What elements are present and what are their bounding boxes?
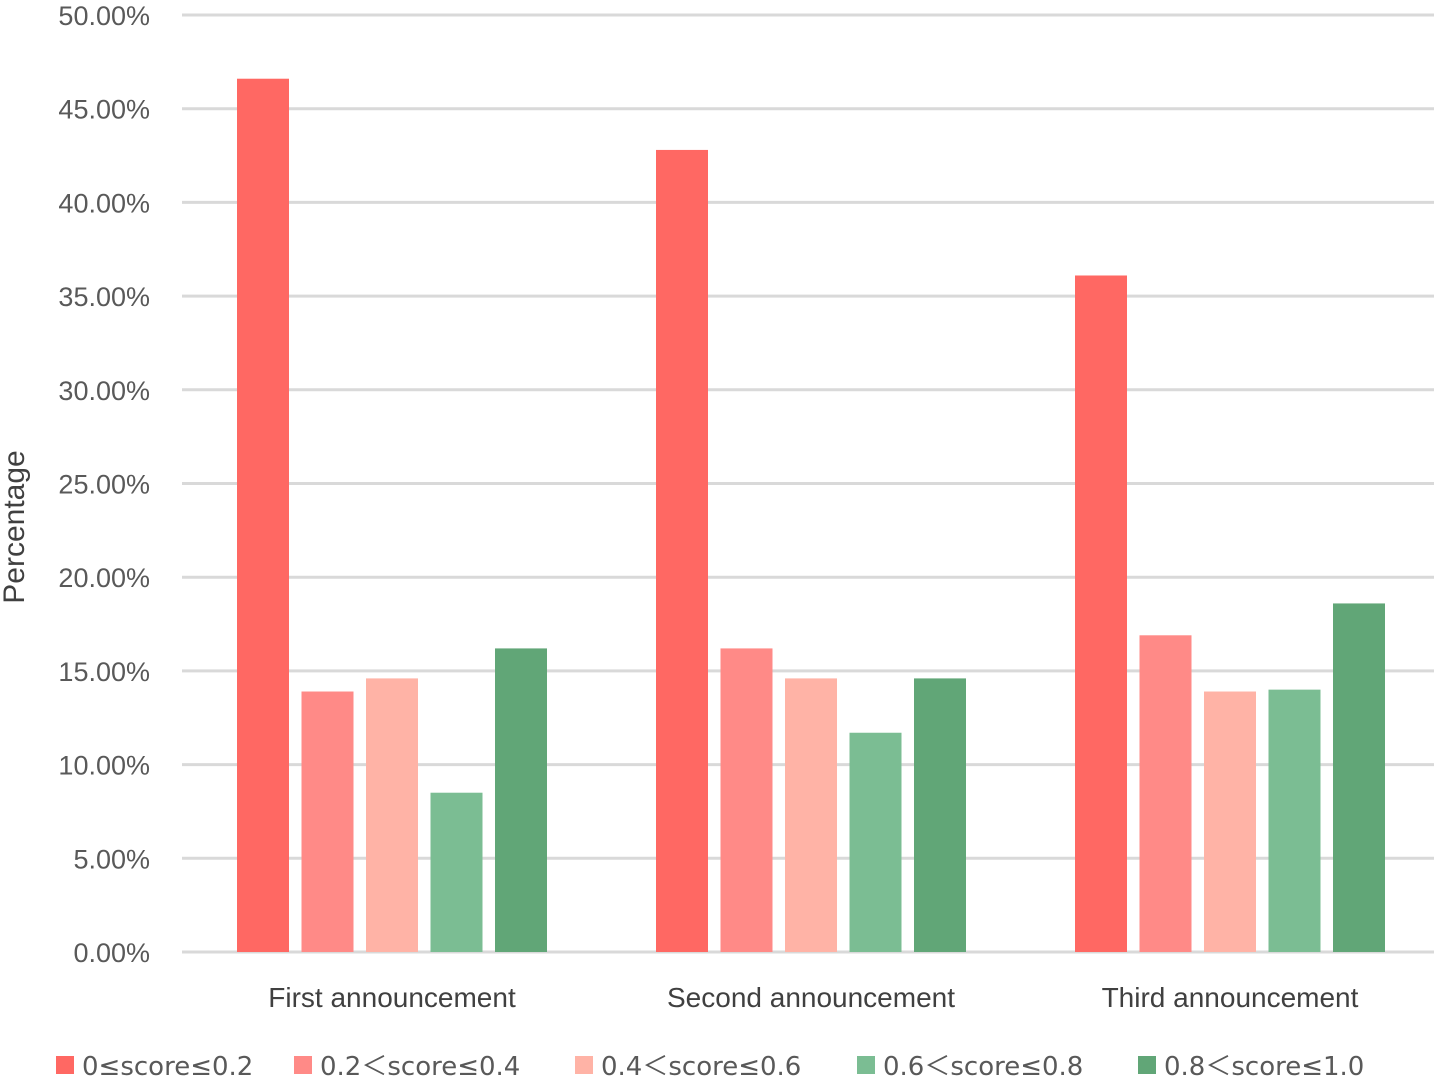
y-tick-label: 15.00% [58,657,150,687]
bar [656,149,708,953]
legend-item: 0.4＜score≤0.6 [575,1052,801,1082]
bar [495,648,547,952]
legend-item: 0≤score≤0.2 [56,1052,253,1082]
legend: 0≤score≤0.2 0.2＜score≤0.4 0.4＜score≤0.6 0.6… [56,1052,1364,1082]
y-tick-label: 20.00% [58,563,150,593]
bar [1075,275,1127,953]
legend-item: 0.2＜score≤0.4 [294,1052,520,1082]
bar [1268,689,1321,952]
bar [366,678,418,952]
bar [720,648,773,952]
bar [237,78,289,952]
y-tick-label: 50.00% [58,1,150,31]
legend-label: 0.4＜score≤0.6 [601,1052,801,1082]
legend-label: 0≤score≤0.2 [82,1052,253,1082]
bar [849,732,902,952]
y-axis-title: Percentage [0,450,31,603]
legend-item: 0.6＜score≤0.8 [857,1052,1083,1082]
y-tick-label: 40.00% [58,188,150,218]
legend-swatch [1138,1056,1156,1074]
bar [914,678,966,952]
x-category-label: Second announcement [667,982,955,1013]
x-category-label: First announcement [268,982,516,1013]
legend-label: 0.6＜score≤0.8 [883,1052,1083,1082]
bar [1139,635,1192,952]
legend-swatch [294,1056,312,1074]
y-tick-label: 30.00% [58,376,150,406]
bars [237,78,1385,953]
legend-swatch [575,1056,593,1074]
x-category-label: Third announcement [1102,982,1359,1013]
y-tick-label: 5.00% [73,844,150,874]
y-tick-label: 35.00% [58,282,150,312]
legend-label: 0.8＜score≤1.0 [1164,1052,1364,1082]
bar [1333,603,1385,952]
legend-item: 0.8＜score≤1.0 [1138,1052,1364,1082]
bar [301,691,354,952]
bar [785,678,837,952]
y-tick-label: 25.00% [58,470,150,500]
legend-swatch [857,1056,875,1074]
y-tick-label: 45.00% [58,95,150,125]
bar [1204,691,1256,952]
x-axis-category-labels: First announcement Second announcement Thi… [268,982,1358,1013]
legend-label: 0.2＜score≤0.4 [320,1052,520,1082]
y-tick-label: 0.00% [73,938,150,968]
bar [430,792,483,952]
y-tick-label: 10.00% [58,751,150,781]
y-axis-tick-labels: 0.00% 5.00% 10.00% 15.00% 20.00% 25.00% 30.00%… [58,1,150,968]
legend-swatch [56,1056,74,1074]
